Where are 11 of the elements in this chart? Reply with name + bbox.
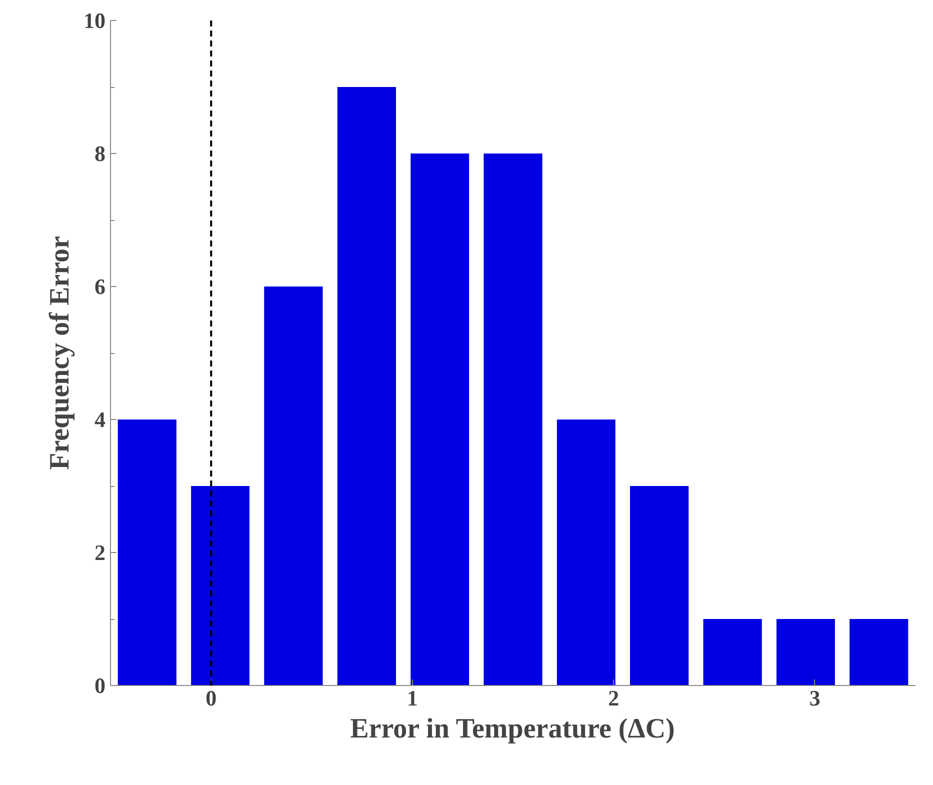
x-tick-label: 0 bbox=[206, 686, 217, 710]
x-tick-label: 3 bbox=[809, 686, 820, 710]
x-axis-title: Error in Temperature (ΔC) bbox=[350, 714, 675, 744]
y-tick-label: 8 bbox=[94, 141, 106, 166]
y-axis-title: Frequency of Error bbox=[44, 236, 76, 470]
x-tick-label: 2 bbox=[608, 686, 620, 710]
x-tick-label: 1 bbox=[406, 686, 418, 710]
y-tick-label: 6 bbox=[94, 274, 106, 299]
y-tick-label: 2 bbox=[94, 540, 106, 565]
y-tick-label: 10 bbox=[84, 8, 106, 33]
y-tick-label: 4 bbox=[94, 407, 106, 432]
